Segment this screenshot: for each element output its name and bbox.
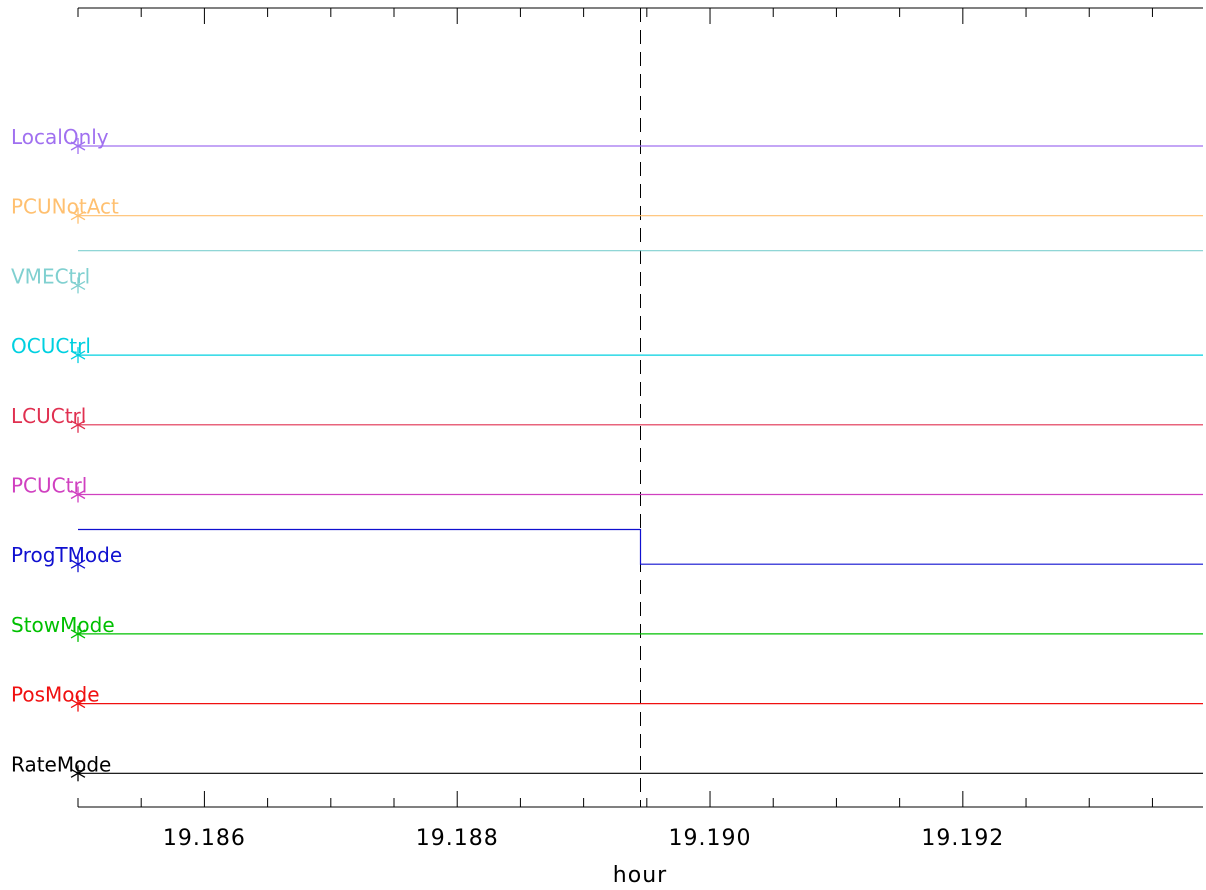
series-layer — [70, 138, 1203, 782]
x-tick-label: 19.186 — [163, 826, 246, 851]
series-label: OCUCtrl — [11, 334, 91, 358]
series-start-marker — [70, 625, 86, 642]
series-start-marker — [70, 347, 86, 364]
x-tick-label: 19.190 — [669, 826, 752, 851]
series-start-marker — [70, 277, 86, 294]
series-label-layer: LocalOnly PCUNotAct VMECtrl OCUCtrl LCUCtrl P… — [11, 125, 122, 776]
series-line-ProgTMode — [78, 528, 1203, 565]
series-label: PCUCtrl — [11, 474, 87, 498]
series-start-marker — [70, 556, 86, 573]
series-label: LocalOnly — [11, 125, 109, 149]
series-start-marker — [70, 207, 86, 224]
series-start-marker — [70, 138, 86, 154]
series-label: LCUCtrl — [11, 404, 86, 428]
series-label: StowMode — [11, 613, 115, 637]
series-label: VMECtrl — [11, 264, 90, 288]
x-tick-label: 19.192 — [921, 826, 1004, 851]
axes: 19.186 19.188 19.190 19.192 — [77, 7, 1203, 851]
x-tick-label: 19.188 — [416, 826, 499, 851]
series-start-marker — [70, 486, 86, 503]
series-label: PCUNotAct — [11, 195, 119, 219]
x-axis-label: hour — [613, 863, 667, 888]
series-start-marker — [70, 416, 86, 433]
series-start-marker — [70, 765, 86, 782]
series-start-marker — [70, 695, 86, 712]
series-label: ProgTMode — [11, 543, 122, 567]
series-label: RateMode — [11, 752, 111, 776]
series-label: PosMode — [11, 683, 100, 707]
